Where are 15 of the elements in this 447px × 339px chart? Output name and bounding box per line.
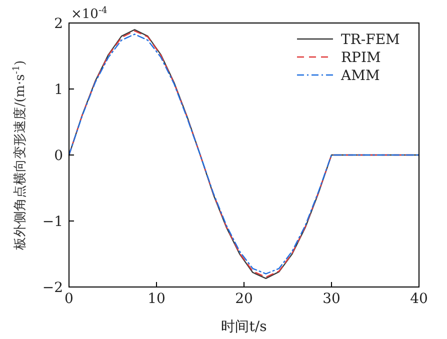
x-tick-label: 20 (235, 291, 253, 307)
legend-label: AMM (340, 68, 380, 84)
text: ×10$^{-4}$ (71, 6, 108, 22)
x-tick-label: 40 (410, 291, 428, 307)
y-tick-label: −1 (42, 214, 63, 230)
y-tick-label: 0 (54, 148, 63, 164)
x-axis-title: 时间t/s (221, 319, 267, 335)
x-tick-label: 0 (64, 291, 74, 307)
x-tick-label: 10 (148, 291, 166, 307)
x-tick-label: 30 (322, 291, 340, 307)
y-tick-label: 2 (54, 16, 63, 32)
y-tick-label: −2 (42, 280, 63, 296)
y-tick-label: 1 (54, 82, 63, 98)
legend-label: RPIM (341, 50, 381, 66)
legend-label: TR-FEM (341, 32, 400, 48)
